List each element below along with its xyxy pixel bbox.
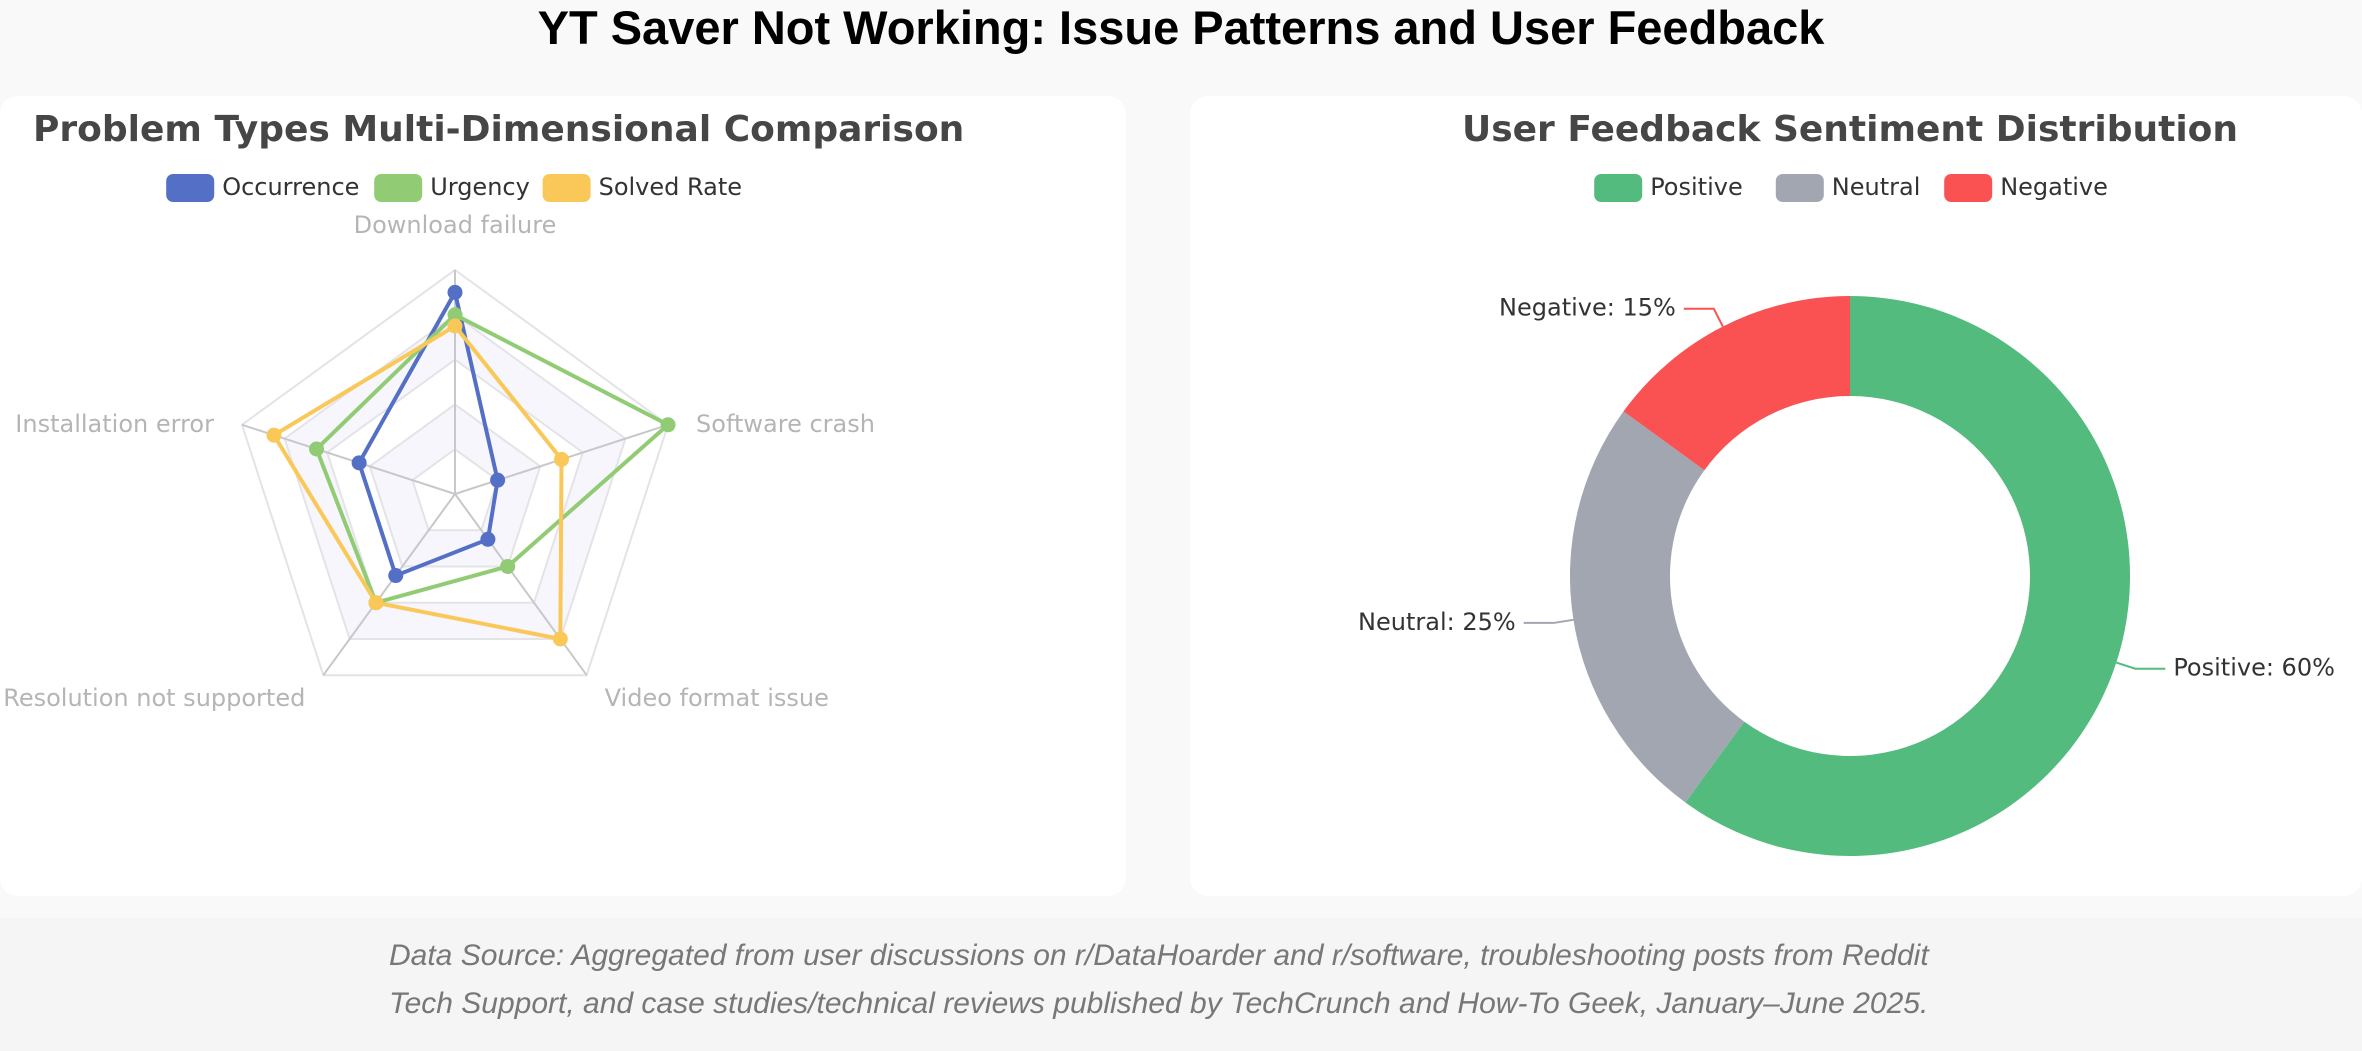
legend-label-urgency: Urgency <box>430 173 530 201</box>
radar-series <box>266 284 676 647</box>
radar-chart-panel: Problem Types Multi-Dimensional Comparis… <box>0 96 1126 896</box>
radar-series-occurrence <box>351 284 506 584</box>
pie-label-negative: Negative: 15% <box>1499 294 1676 322</box>
pie-label-neutral: Neutral: 25% <box>1358 608 1516 636</box>
legend-item-positive[interactable]: Positive <box>1594 173 1743 202</box>
radar-point-occurrence-download-failure[interactable] <box>447 284 463 300</box>
radar-line-urgency <box>314 312 671 605</box>
radar-axis-labels: Download failure Software crash Video form… <box>3 211 875 712</box>
radar-point-urgency-download-failure[interactable] <box>447 307 463 323</box>
pie-slice-positive[interactable] <box>1685 296 2130 856</box>
radar-line-solved-rate <box>271 324 564 641</box>
legend-swatch-neutral <box>1775 174 1824 202</box>
radar-indicator-label-download-failure: Download failure <box>354 211 557 239</box>
radar-chart-title: Problem Types Multi-Dimensional Comparis… <box>33 109 964 150</box>
radar-indicator-label-video-format-issue: Video format issue <box>605 684 829 712</box>
legend-item-urgency[interactable]: Urgency <box>374 173 530 202</box>
radar-point-solved-rate-video-format-issue[interactable] <box>552 631 568 647</box>
legend-item-occurrence[interactable]: Occurrence <box>166 173 359 202</box>
radar-chart: Problem Types Multi-Dimensional Comparis… <box>3 109 964 712</box>
radar-indicator-label-installation-error: Installation error <box>15 410 214 438</box>
radar-point-urgency-software-crash[interactable] <box>660 417 676 433</box>
pie-label-positive: Positive: 60% <box>2173 654 2335 682</box>
legend-swatch-negative <box>1944 174 1993 202</box>
radar-line-occurrence <box>357 290 500 578</box>
data-source-line-2: Tech Support, and case studies/technical… <box>389 987 1929 1020</box>
radar-point-occurrence-installation-error[interactable] <box>351 455 367 471</box>
pie-labels: Positive: 60% Neutral: 25% Negative: 15% <box>1358 294 2335 682</box>
legend-swatch-positive <box>1594 174 1643 202</box>
radar-point-occurrence-video-format-issue[interactable] <box>480 531 496 547</box>
radar-point-solved-rate-resolution-not-supported[interactable] <box>368 595 384 611</box>
radar-legend: Occurrence Urgency Solved Rate <box>166 173 742 202</box>
pie-label-line-positive <box>2115 661 2166 670</box>
radar-point-urgency-video-format-issue[interactable] <box>500 558 516 574</box>
radar-axis-resolution-not-supported <box>322 493 456 676</box>
footer: Data Source: Aggregated from user discus… <box>0 918 2362 1051</box>
radar-point-occurrence-software-crash[interactable] <box>490 472 506 488</box>
legend-item-negative[interactable]: Negative <box>1944 173 2108 202</box>
radar-point-urgency-installation-error[interactable] <box>309 441 325 457</box>
legend-item-neutral[interactable]: Neutral <box>1775 173 1921 202</box>
donut-chart: User Feedback Sentiment Distribution Pos… <box>1358 109 2335 856</box>
radar-point-solved-rate-installation-error[interactable] <box>266 427 282 443</box>
pie-slice-negative[interactable] <box>1623 296 1850 471</box>
pie-slices <box>1570 296 2130 856</box>
legend-item-solved-rate[interactable]: Solved Rate <box>542 173 742 202</box>
radar-indicator-label-software-crash: Software crash <box>696 410 875 438</box>
pie-label-line-neutral <box>1523 618 1574 624</box>
radar-point-occurrence-resolution-not-supported[interactable] <box>388 568 404 584</box>
legend-swatch-occurrence <box>166 174 215 202</box>
radar-point-solved-rate-software-crash[interactable] <box>554 451 570 467</box>
legend-label-negative: Negative <box>2000 173 2108 201</box>
legend-label-neutral: Neutral <box>1832 173 1921 201</box>
legend-swatch-solved-rate <box>542 174 591 202</box>
data-source-note: Data Source: Aggregated from user discus… <box>389 932 1989 1028</box>
legend-label-solved-rate: Solved Rate <box>599 173 742 201</box>
data-source-line-1: Data Source: Aggregated from user discus… <box>389 939 1929 972</box>
page-title: YT Saver Not Working: Issue Patterns and… <box>537 1 1825 54</box>
pie-label-line-negative <box>1683 307 1724 327</box>
pie-chart-title: User Feedback Sentiment Distribution <box>1462 109 2238 150</box>
legend-label-occurrence: Occurrence <box>222 173 359 201</box>
pie-legend: Positive Neutral Negative <box>1594 173 2108 202</box>
legend-label-positive: Positive <box>1650 173 1743 201</box>
radar-series-solved-rate <box>266 318 570 647</box>
pie-chart-panel: User Feedback Sentiment Distribution Pos… <box>1190 96 2362 896</box>
legend-swatch-urgency <box>374 174 423 202</box>
pie-slice-neutral[interactable] <box>1570 411 1745 803</box>
radar-point-solved-rate-download-failure[interactable] <box>447 318 463 334</box>
radar-indicator-label-resolution-not-supported: Resolution not supported <box>3 684 305 712</box>
